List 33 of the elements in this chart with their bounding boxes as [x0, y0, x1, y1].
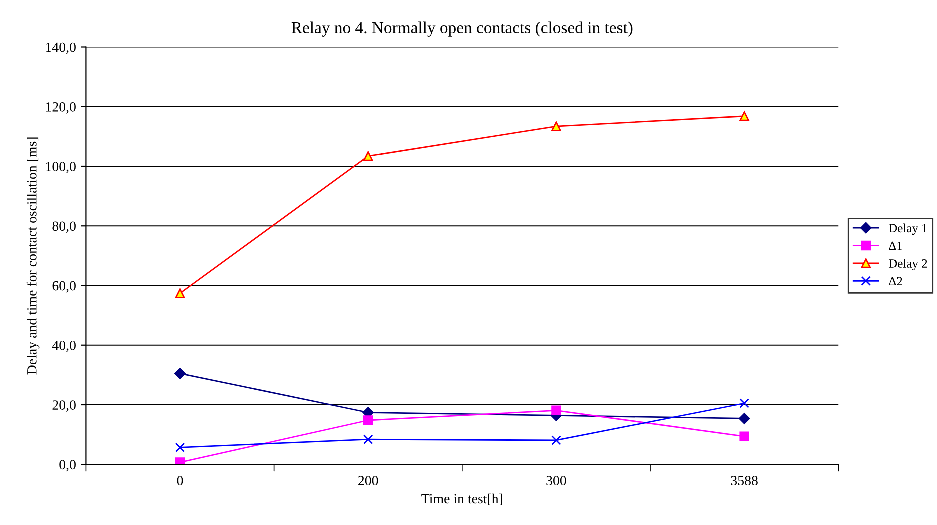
- y-tick-label: 20,0: [52, 400, 76, 412]
- point: [363, 416, 374, 426]
- point: [175, 288, 186, 298]
- y-axis-title: Delay and time for contact oscillation [ms]: [26, 138, 40, 375]
- chart-title: Relay no 4. Normally open contacts (closed in test): [292, 22, 633, 37]
- legend-label: Δ2: [889, 277, 902, 286]
- point: [740, 112, 750, 122]
- point: [740, 398, 750, 408]
- point: [175, 442, 186, 452]
- point: [363, 434, 374, 444]
- y-tick-label: 80,0: [52, 222, 76, 234]
- x-tick-label: 0: [177, 476, 184, 486]
- y-tick-label: 120,0: [46, 102, 76, 114]
- x-tick-label: 200: [358, 476, 378, 486]
- legend-label: Δ1: [889, 242, 902, 250]
- x-tick-label: 3588: [731, 476, 758, 486]
- point: [738, 413, 750, 424]
- y-tick-label: 140,0: [46, 42, 76, 54]
- point: [552, 436, 562, 446]
- y-tick-label: 0,0: [60, 460, 76, 472]
- legend-label: Delay 1: [888, 224, 928, 236]
- legend-label: Delay 2: [888, 259, 928, 271]
- x-tick-label: 300: [546, 476, 566, 486]
- y-tick-label: 60,0: [52, 281, 76, 293]
- point: [740, 432, 750, 442]
- point: [175, 458, 186, 465]
- point: [552, 122, 562, 132]
- y-tick-label: 40,0: [52, 340, 76, 352]
- point: [174, 368, 186, 380]
- x-axis-title: Time in test[h]: [422, 494, 502, 506]
- y-tick-label: 100,0: [46, 162, 76, 174]
- point: [363, 152, 374, 162]
- point: [552, 406, 562, 416]
